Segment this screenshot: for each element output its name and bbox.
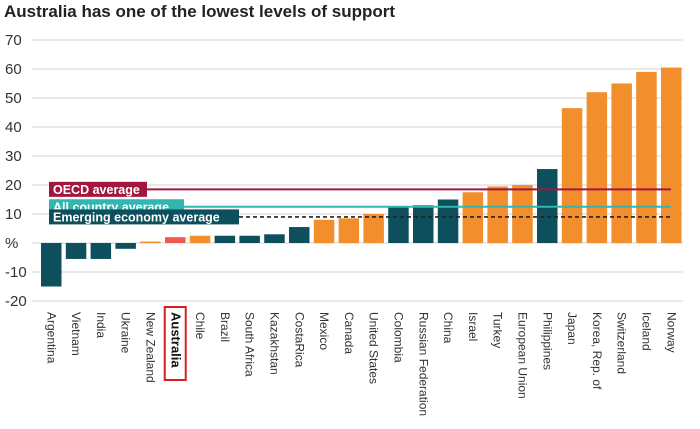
- y-tick-label: -20: [5, 293, 27, 310]
- x-tick-label: Mexico: [317, 312, 331, 350]
- bar-iceland: [636, 71, 657, 244]
- bar-argentina: [41, 243, 62, 287]
- x-tick-label: South Africa: [243, 312, 257, 377]
- bar-kazakhstan: [264, 234, 285, 243]
- x-tick-label: Chile: [193, 312, 207, 340]
- x-tick-label: Australia: [168, 312, 183, 368]
- bar-china: [437, 199, 459, 243]
- x-tick-label: New Zealand: [143, 312, 157, 383]
- y-tick-label: 60: [5, 61, 22, 78]
- x-tick-label: Argentina: [44, 312, 58, 364]
- x-tick-label: Israel: [466, 312, 480, 341]
- bar-russian-federation: [413, 205, 434, 243]
- y-tick-label: 50: [5, 90, 22, 107]
- x-tick-label: United States: [367, 312, 381, 384]
- bar-european-union: [512, 185, 533, 243]
- bar-costarica: [289, 227, 310, 243]
- bar-canada: [338, 218, 360, 243]
- y-tick-label: 20: [5, 177, 22, 194]
- y-tick-label: 70: [5, 32, 22, 49]
- reference-label-bg: [49, 181, 147, 197]
- x-tick-label: Brazil: [218, 312, 232, 342]
- x-tick-label: Iceland: [639, 312, 653, 351]
- x-tick-label: Japan: [565, 312, 579, 345]
- highlight-box: [163, 306, 187, 381]
- bar-turkey: [487, 186, 508, 243]
- bar-ukraine: [115, 243, 136, 249]
- x-tick-label: Kazakhstan: [267, 312, 281, 375]
- bar-south-africa: [239, 235, 260, 243]
- y-tick-label: 40: [5, 119, 22, 136]
- reference-label-bg: [49, 209, 239, 225]
- x-tick-label: Ukraine: [119, 312, 133, 354]
- x-tick-label: China: [441, 312, 455, 344]
- bar-switzerland: [611, 83, 632, 243]
- x-tick-label: Canada: [342, 312, 356, 354]
- y-tick-label: 30: [5, 148, 22, 165]
- bar-india: [90, 243, 112, 259]
- bar-chile: [189, 235, 211, 243]
- x-tick-label: Vietnam: [69, 312, 83, 356]
- x-tick-label: India: [94, 312, 108, 338]
- bar-new-zealand: [140, 241, 161, 243]
- x-tick-label: Colombia: [391, 312, 405, 363]
- x-tick-label: Norway: [664, 312, 678, 353]
- y-tick-label: %: [5, 235, 18, 252]
- bar-norway: [661, 67, 682, 243]
- x-tick-label: Philippines: [540, 312, 554, 370]
- bar-korea-rep-of: [586, 92, 608, 243]
- chart-title: Australia has one of the lowest levels o…: [4, 2, 396, 21]
- bar-mexico: [313, 219, 335, 243]
- bar-japan: [561, 108, 583, 244]
- x-tick-label: Korea, Rep. of: [590, 312, 604, 390]
- x-tick-label: Turkey: [491, 312, 505, 348]
- bar-colombia: [388, 206, 409, 243]
- x-tick-label: Switzerland: [615, 312, 629, 374]
- bar-united-states: [363, 214, 384, 243]
- x-tick-label: CostaRica: [292, 312, 306, 368]
- reference-label: Emerging economy average: [53, 210, 220, 224]
- bar-australia: [165, 237, 186, 243]
- reference-label: OECD average: [53, 183, 140, 197]
- x-tick-label: Russian Federation: [416, 312, 430, 416]
- y-tick-label: 10: [5, 206, 22, 223]
- bar-vietnam: [65, 243, 87, 259]
- x-tick-label: European Union: [515, 312, 529, 399]
- y-tick-label: -10: [5, 264, 27, 281]
- bar-brazil: [214, 235, 236, 243]
